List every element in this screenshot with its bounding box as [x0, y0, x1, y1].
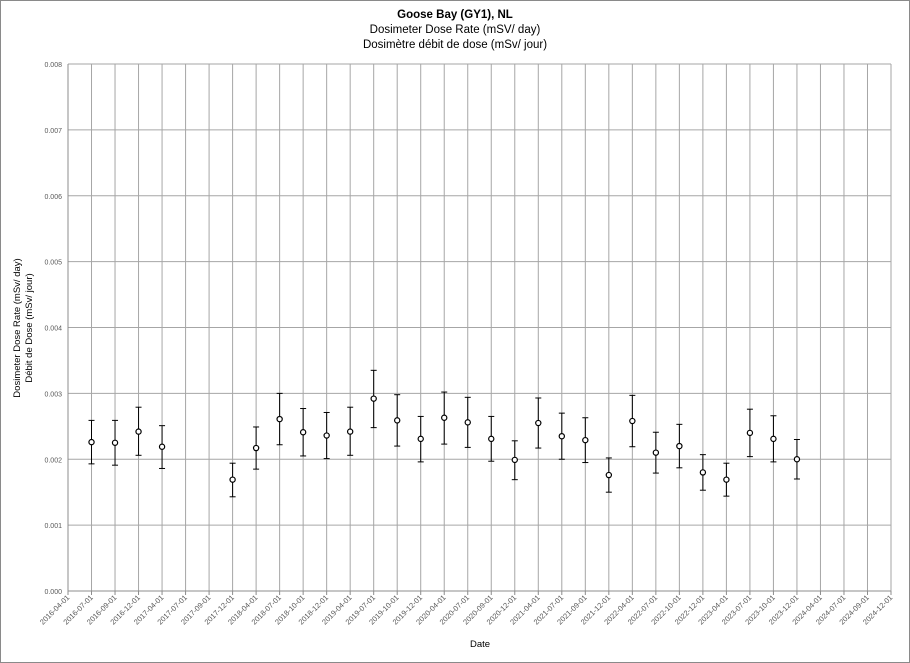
chart-title: Goose Bay (GY1), NL — [397, 9, 513, 21]
data-point — [346, 428, 354, 435]
data-point-group — [299, 408, 307, 457]
data-point — [746, 429, 754, 437]
data-point — [229, 476, 236, 483]
y-tick-label: 0.008 — [44, 62, 62, 69]
data-point — [676, 442, 683, 450]
data-point-group — [582, 417, 589, 464]
data-point-group — [699, 454, 707, 491]
x-axis-title: Date — [470, 639, 490, 650]
data-point — [158, 443, 166, 450]
data-point — [652, 449, 660, 456]
x-tick-labels: 2016-04-012016-07-012016-09-012016-12-01… — [38, 593, 894, 626]
data-point — [511, 456, 518, 464]
data-point — [488, 435, 495, 443]
data-point-group — [746, 408, 754, 458]
data-point — [135, 428, 142, 435]
y-tick-label: 0.001 — [44, 523, 62, 530]
data-point — [111, 439, 119, 446]
data-point-group — [276, 392, 283, 446]
axes — [67, 64, 892, 595]
data-point — [464, 419, 471, 426]
data-point — [441, 414, 448, 421]
data-point-group — [394, 394, 401, 447]
data-point-group — [158, 425, 166, 469]
data-point-group — [229, 462, 236, 498]
y-axis-title-en: Dosimeter Dose Rate (mSv/ day) — [12, 258, 23, 397]
y-tick-label: 0.005 — [44, 260, 62, 267]
data-point — [629, 417, 636, 425]
data-point-group — [770, 415, 777, 463]
data-point — [558, 432, 566, 440]
data-point — [723, 476, 730, 483]
data-point — [252, 444, 260, 452]
data-point-group — [441, 391, 448, 445]
data-point-group — [346, 406, 354, 456]
data-point — [323, 432, 330, 439]
data-point-group — [488, 415, 495, 462]
chart-subtitle-fr: Dosimètre débit de dose (mSv/ jour) — [362, 39, 548, 51]
data-point — [299, 429, 307, 436]
data-point — [535, 419, 542, 427]
data-point-group — [723, 462, 730, 497]
gridlines — [68, 63, 892, 591]
data-points — [88, 369, 801, 498]
data-point — [88, 438, 95, 446]
data-point — [394, 417, 401, 424]
data-point-group — [417, 415, 424, 463]
y-tick-labels: 0.000 0.001 0.002 0.003 0.004 0.005 0.006 0.007… — [44, 62, 62, 596]
data-point — [793, 456, 801, 463]
data-point-group — [323, 411, 330, 460]
data-point — [770, 435, 777, 443]
data-point-group — [652, 431, 660, 474]
data-point-group — [629, 394, 636, 448]
data-point-group — [135, 406, 142, 456]
data-point — [605, 471, 613, 479]
data-point-group — [111, 419, 119, 466]
data-point-group — [370, 369, 377, 429]
data-point-group — [511, 440, 518, 481]
y-tick-label: 0.007 — [44, 128, 62, 135]
data-point — [370, 395, 377, 402]
data-point-group — [676, 423, 683, 469]
data-point — [699, 469, 707, 476]
y-axis-title-fr: Débit de Dose (mSv/ jour) — [24, 273, 35, 382]
y-tick-label: 0.000 — [44, 589, 62, 596]
y-tick-label: 0.006 — [44, 194, 62, 201]
data-point-group — [535, 397, 542, 449]
chart-subtitle-en: Dosimeter Dose Rate (mSV/ day) — [369, 24, 541, 36]
data-point-group — [252, 426, 260, 470]
data-point — [582, 436, 589, 444]
data-point-group — [558, 412, 566, 460]
y-tick-label: 0.003 — [44, 391, 62, 398]
data-point — [417, 435, 424, 443]
y-tick-label: 0.004 — [44, 326, 62, 333]
data-point-group — [464, 396, 471, 448]
data-point-group — [605, 457, 613, 493]
data-point-group — [88, 419, 95, 465]
data-point-group — [793, 438, 801, 480]
data-point — [276, 415, 283, 423]
y-tick-label: 0.002 — [44, 457, 62, 464]
